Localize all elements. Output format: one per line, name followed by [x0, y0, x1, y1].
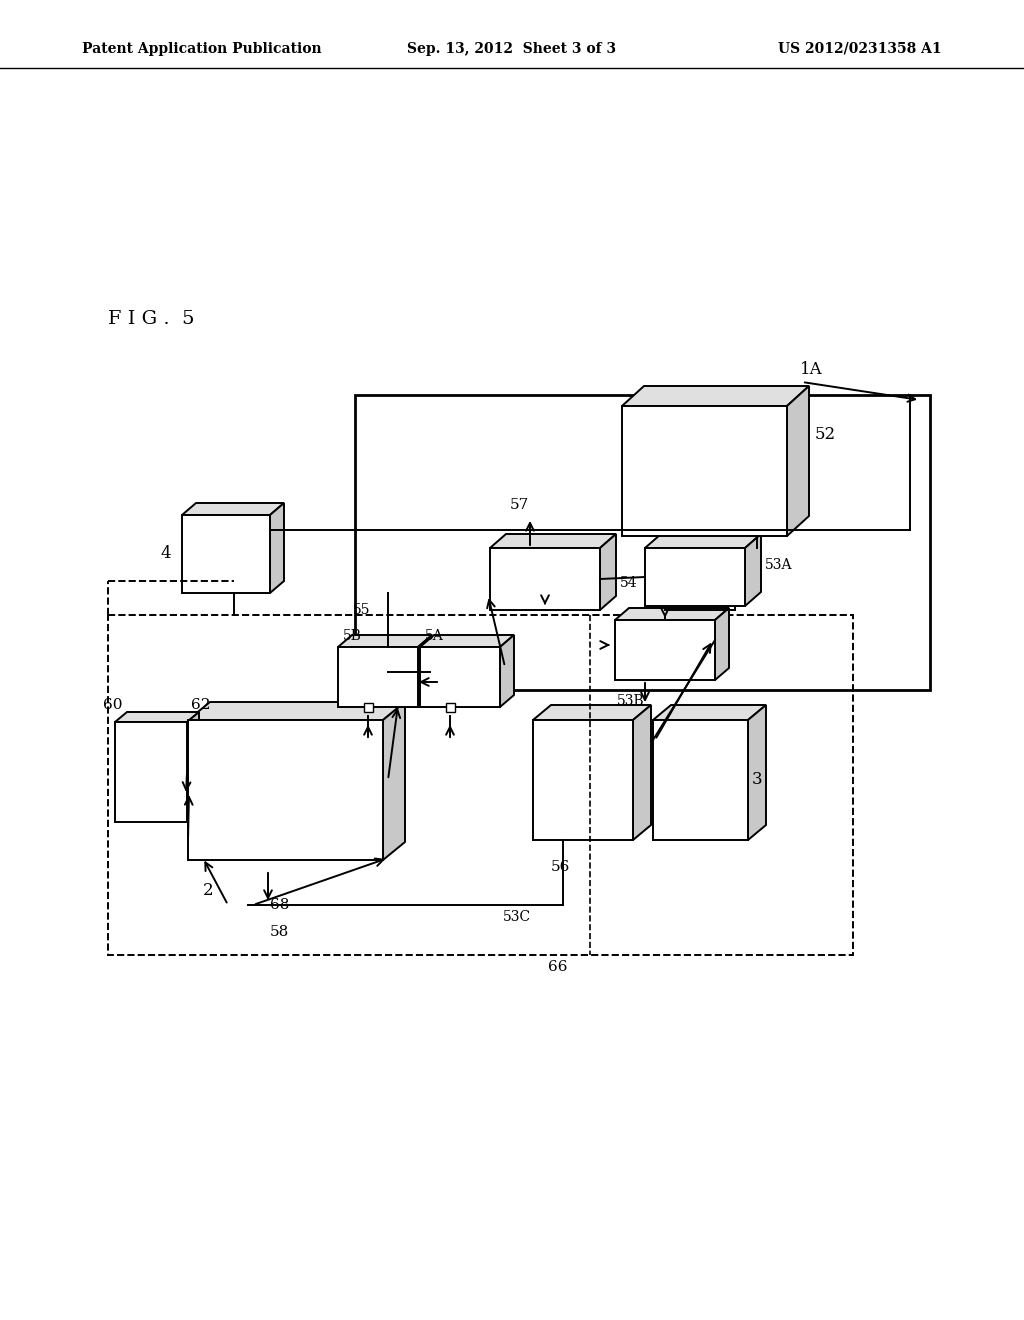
- Polygon shape: [420, 635, 514, 647]
- Text: 66: 66: [548, 960, 567, 974]
- Bar: [364, 704, 373, 711]
- Bar: [645, 548, 745, 606]
- Polygon shape: [418, 635, 432, 708]
- Polygon shape: [188, 702, 406, 719]
- Polygon shape: [787, 385, 809, 536]
- Text: 3: 3: [752, 771, 763, 788]
- Polygon shape: [653, 705, 766, 719]
- Text: 5A: 5A: [425, 630, 443, 643]
- Bar: [420, 647, 500, 708]
- Text: 53C: 53C: [503, 909, 531, 924]
- Text: 53B: 53B: [617, 694, 645, 708]
- Text: 58: 58: [270, 925, 289, 939]
- Text: 1A: 1A: [800, 360, 822, 378]
- Polygon shape: [490, 535, 616, 548]
- Polygon shape: [338, 635, 432, 647]
- Text: 56: 56: [551, 861, 570, 874]
- Bar: [355, 395, 930, 690]
- Polygon shape: [115, 711, 199, 722]
- Polygon shape: [748, 705, 766, 840]
- Text: 53A: 53A: [765, 558, 793, 572]
- Text: 60: 60: [103, 698, 123, 711]
- Polygon shape: [622, 385, 809, 407]
- Bar: [490, 548, 600, 610]
- Bar: [534, 719, 633, 840]
- Text: 52: 52: [815, 426, 837, 444]
- Polygon shape: [645, 535, 761, 548]
- Bar: [338, 647, 418, 708]
- Bar: [622, 407, 787, 536]
- Polygon shape: [615, 609, 729, 620]
- Polygon shape: [187, 711, 199, 822]
- Bar: [182, 515, 270, 593]
- Text: 68: 68: [270, 898, 290, 912]
- Text: 54: 54: [620, 576, 638, 590]
- Bar: [615, 620, 715, 680]
- Text: 55: 55: [353, 603, 371, 616]
- Text: F I G .  5: F I G . 5: [108, 310, 195, 327]
- Polygon shape: [600, 535, 616, 610]
- Bar: [446, 704, 455, 711]
- Bar: [188, 719, 383, 861]
- Polygon shape: [500, 635, 514, 708]
- Bar: [653, 719, 748, 840]
- Polygon shape: [745, 535, 761, 606]
- Polygon shape: [182, 503, 284, 515]
- Text: 2: 2: [203, 882, 214, 899]
- Polygon shape: [633, 705, 651, 840]
- Text: 4: 4: [160, 545, 171, 562]
- Text: 5B: 5B: [343, 630, 361, 643]
- Text: Sep. 13, 2012  Sheet 3 of 3: Sep. 13, 2012 Sheet 3 of 3: [408, 42, 616, 55]
- Polygon shape: [534, 705, 651, 719]
- Text: Patent Application Publication: Patent Application Publication: [82, 42, 322, 55]
- Text: 62: 62: [191, 698, 211, 711]
- Polygon shape: [715, 609, 729, 680]
- Text: US 2012/0231358 A1: US 2012/0231358 A1: [778, 42, 942, 55]
- Polygon shape: [270, 503, 284, 593]
- Polygon shape: [383, 702, 406, 861]
- Text: 57: 57: [510, 498, 529, 512]
- Bar: [115, 722, 187, 822]
- Bar: [108, 615, 853, 954]
